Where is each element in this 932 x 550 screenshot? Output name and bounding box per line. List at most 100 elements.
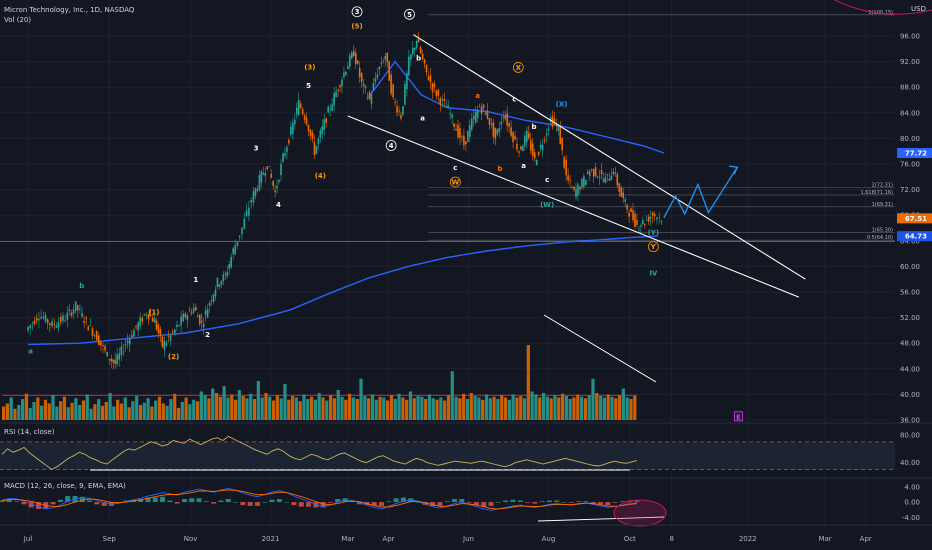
volume-bar (431, 398, 435, 420)
candle-body (382, 61, 385, 63)
price-pane[interactable]: 1(100.15) 2(72.31)1.618(71.16) 1(69.31) 1(6… (0, 0, 932, 421)
volume-bar (541, 393, 546, 420)
candle-body (31, 323, 34, 325)
volume-bar (473, 396, 477, 420)
candle-body (484, 112, 487, 115)
macd-histogram-bar (233, 502, 239, 503)
candle-body (622, 192, 624, 199)
volume-bar (146, 398, 150, 420)
volume-bar (435, 399, 439, 420)
candle-body (284, 153, 286, 156)
volume-bar (610, 396, 614, 420)
wedge-trendline (413, 34, 806, 280)
volume-bar (43, 399, 48, 420)
volume-bar (85, 394, 89, 420)
candle-body (656, 217, 658, 220)
volume-bar (256, 381, 260, 420)
rsi-band (0, 441, 895, 470)
price-tick-label: 76.00 (900, 161, 920, 169)
projection-arrowhead (729, 165, 739, 175)
macd-histogram-bar (145, 497, 151, 503)
candle-body (651, 212, 654, 216)
volume-bar (245, 398, 249, 420)
macd-histogram-bar (422, 502, 428, 506)
wave-label: 2 (205, 331, 210, 339)
fib-level-label: 1(69.31) (872, 202, 893, 208)
volume-bar (420, 396, 424, 420)
macd-histogram-bar (473, 502, 479, 506)
volume-bar (329, 395, 333, 420)
candle-body (331, 104, 333, 111)
candle-body (423, 59, 426, 64)
candle-body (206, 309, 209, 318)
x-tick-label: Mar (818, 535, 831, 543)
candle-body (512, 132, 514, 142)
candle-body (349, 55, 351, 67)
chart-title: Micron Technology, Inc., 1D, NASDAQ (4, 6, 135, 14)
candle-body (93, 335, 96, 337)
volume-bar (576, 394, 580, 420)
candle-body (520, 146, 522, 150)
projection-path (663, 166, 738, 219)
volume-bar (21, 399, 25, 420)
macd-histogram-bar (65, 495, 71, 503)
wave-label-box (734, 411, 743, 422)
wave-label: b (79, 282, 84, 290)
volume-bar (36, 397, 40, 420)
macd-pane[interactable] (0, 487, 667, 527)
candle-body (236, 241, 239, 246)
candle-body (335, 91, 337, 98)
candle-body (74, 301, 77, 311)
candle-body (307, 124, 310, 132)
candle-body (449, 113, 451, 115)
candle-body (500, 121, 503, 125)
x-tick-label: Oct (624, 535, 636, 543)
volume-bar (283, 384, 287, 420)
candle-body (204, 310, 207, 315)
candle-body (224, 273, 227, 275)
candle-body (195, 307, 197, 311)
candle-body (618, 183, 621, 192)
volume-bar (9, 397, 13, 420)
volume-bar (2, 406, 6, 420)
volume-bar (598, 396, 603, 420)
candle-body (541, 144, 544, 151)
axes: Jul Sep Nov 2021 Mar Apr Jun Aug Oct 8 2022 Mar Apr 9… (0, 33, 932, 543)
candle-body (266, 166, 269, 170)
volume-bar (503, 397, 508, 420)
fib-level-label: 0.5(64.10) (867, 235, 893, 241)
volume-bar (519, 396, 523, 420)
candle-body (241, 227, 243, 235)
volume-bar (458, 398, 462, 420)
candle-body (145, 315, 148, 316)
rsi-tick-label: 80.00 (900, 431, 920, 439)
volume-bar (59, 401, 63, 420)
macd-histogram-bar (174, 502, 180, 504)
wave-label: (4) (315, 172, 326, 180)
volume-bar (462, 393, 466, 420)
volume-bar (264, 393, 268, 420)
candle-body (360, 72, 363, 83)
volume-bar (62, 396, 67, 420)
rsi-pane[interactable] (0, 435, 895, 471)
candle-body (441, 99, 444, 101)
macd-histogram-bar (57, 499, 63, 503)
candle-body (354, 52, 357, 64)
volume-bar (298, 401, 302, 420)
candle-body (565, 159, 567, 176)
volume-bar (180, 402, 184, 420)
candle-body (490, 123, 493, 125)
candle-body (528, 133, 530, 139)
price-tick-label: 84.00 (900, 109, 920, 117)
candle-body (472, 115, 475, 120)
macd-histogram-bar (269, 499, 275, 503)
candle-body (274, 190, 276, 193)
volume-bar (287, 399, 291, 420)
candle-body (264, 172, 267, 176)
macd-tick-label: -4.00 (902, 514, 920, 522)
candle-body (292, 122, 294, 134)
candle-body (457, 124, 459, 138)
candle-body (343, 72, 345, 78)
price-tick-label: 88.00 (900, 84, 920, 92)
